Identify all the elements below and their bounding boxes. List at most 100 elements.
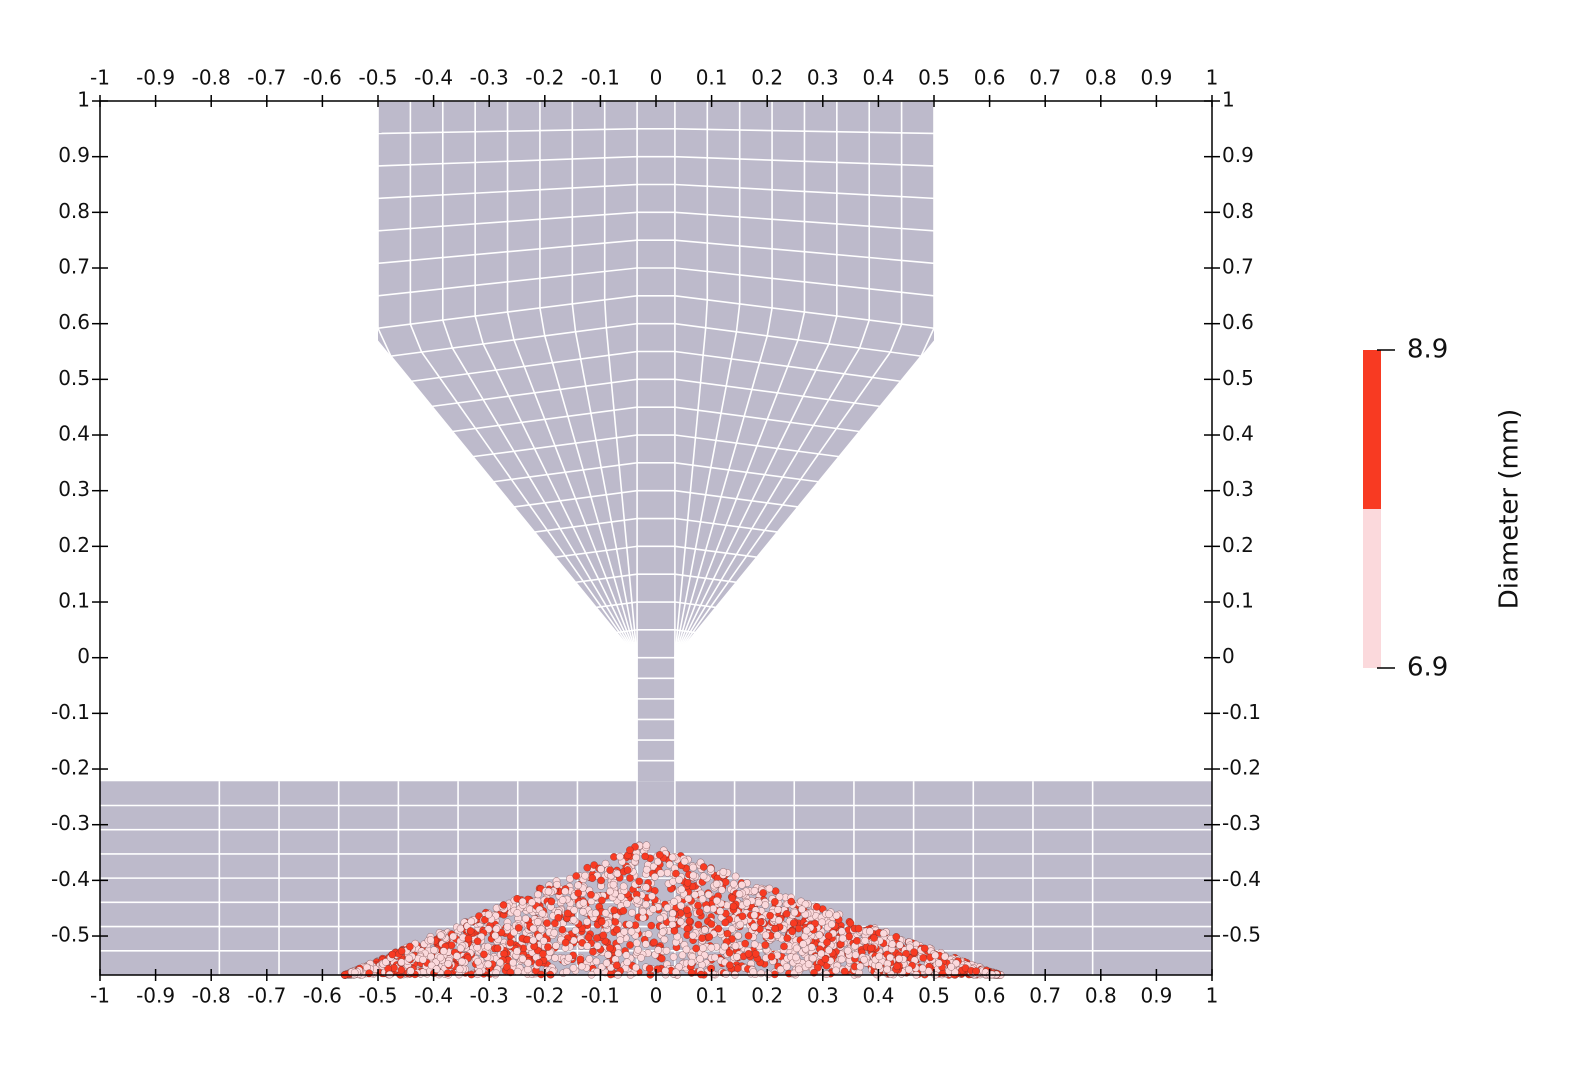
particle — [439, 947, 448, 955]
particle — [654, 946, 662, 954]
particle — [449, 932, 457, 941]
particle — [606, 887, 614, 896]
particle — [444, 959, 452, 968]
particle — [397, 947, 406, 955]
x-tick-label: -1 — [90, 984, 110, 1008]
y-tick-label: 0.4 — [1222, 422, 1254, 446]
particle — [832, 911, 841, 920]
particle — [728, 925, 736, 933]
particle — [689, 871, 698, 880]
particle — [551, 919, 559, 928]
particle — [672, 968, 680, 977]
particle — [419, 955, 427, 964]
particle — [539, 950, 547, 958]
particle — [722, 970, 730, 978]
y-tick-label: 0.6 — [58, 310, 90, 334]
axes: -1 -1 -0.9 -0.9 -0.8 -0.8 -0.7 -0.7 -0.6 -0.6 -0.5… — [51, 66, 1261, 1008]
particle — [750, 911, 759, 919]
x-tick-label: -0.2 — [525, 66, 564, 90]
particle — [920, 944, 929, 953]
particle — [653, 965, 662, 973]
particle — [738, 881, 746, 889]
hopper — [378, 101, 934, 782]
particle — [606, 944, 614, 952]
particle — [569, 964, 578, 972]
particle — [676, 917, 685, 926]
particle — [754, 898, 763, 907]
particle — [870, 934, 878, 942]
particle — [951, 968, 959, 976]
y-tick-label: 0.5 — [1222, 366, 1254, 390]
particle — [721, 878, 730, 886]
particle — [562, 967, 571, 976]
y-tick-label: 0.7 — [58, 255, 90, 279]
x-tick-label: -0.5 — [358, 66, 397, 90]
x-tick-label: 0 — [650, 66, 663, 90]
particle — [382, 958, 390, 966]
particle — [856, 962, 864, 971]
particle — [614, 949, 623, 958]
particle — [579, 898, 588, 907]
x-tick-label: -0.3 — [470, 66, 509, 90]
particle — [854, 924, 863, 933]
y-tick-label: 1 — [1222, 88, 1235, 112]
x-tick-label: 0.1 — [696, 984, 728, 1008]
particle — [692, 944, 700, 953]
particle — [687, 958, 696, 967]
y-tick-label: -0.3 — [1222, 811, 1261, 835]
particle — [436, 953, 445, 962]
particle — [632, 963, 640, 972]
particle — [683, 925, 692, 933]
particle — [750, 922, 759, 931]
particle — [783, 934, 792, 942]
particle — [813, 903, 821, 911]
particle — [677, 885, 686, 894]
particle — [656, 851, 664, 859]
particle — [509, 958, 517, 967]
particle — [875, 952, 884, 961]
particle — [617, 893, 625, 901]
particle — [588, 874, 597, 882]
particle — [818, 918, 826, 927]
particle — [720, 942, 729, 951]
particle — [729, 880, 738, 888]
particle — [397, 966, 406, 974]
particle — [809, 954, 817, 963]
x-tick-label: 0.2 — [751, 984, 783, 1008]
particle — [405, 954, 413, 963]
particle — [538, 909, 547, 918]
y-tick-label: -0.5 — [1222, 923, 1261, 947]
particle — [569, 916, 578, 924]
particle — [513, 947, 521, 956]
particle — [581, 871, 589, 880]
x-tick-label: -0.5 — [358, 984, 397, 1008]
particle — [672, 869, 680, 878]
mesh-line — [474, 101, 638, 659]
particle — [726, 961, 734, 970]
particle — [814, 963, 822, 972]
y-tick-label: -0.2 — [51, 756, 90, 780]
particle — [895, 941, 904, 949]
particle — [558, 926, 567, 934]
particle — [602, 959, 611, 967]
particle — [613, 869, 622, 878]
particle — [761, 901, 770, 909]
y-tick-label: -0.4 — [1222, 867, 1261, 891]
particle — [430, 946, 438, 954]
particle — [707, 944, 716, 952]
particle — [866, 927, 874, 936]
particle — [554, 914, 563, 922]
particle — [571, 926, 580, 935]
particle — [699, 863, 708, 871]
x-tick-label: 0.3 — [807, 984, 839, 1008]
particle — [497, 928, 506, 937]
mesh-line — [506, 101, 638, 658]
particle — [699, 872, 708, 880]
particle — [593, 934, 601, 942]
y-tick-label: -0.1 — [51, 700, 90, 724]
particle — [641, 852, 649, 861]
particle — [612, 961, 621, 970]
particle — [895, 955, 903, 963]
particle — [558, 896, 567, 904]
particle — [406, 967, 415, 975]
